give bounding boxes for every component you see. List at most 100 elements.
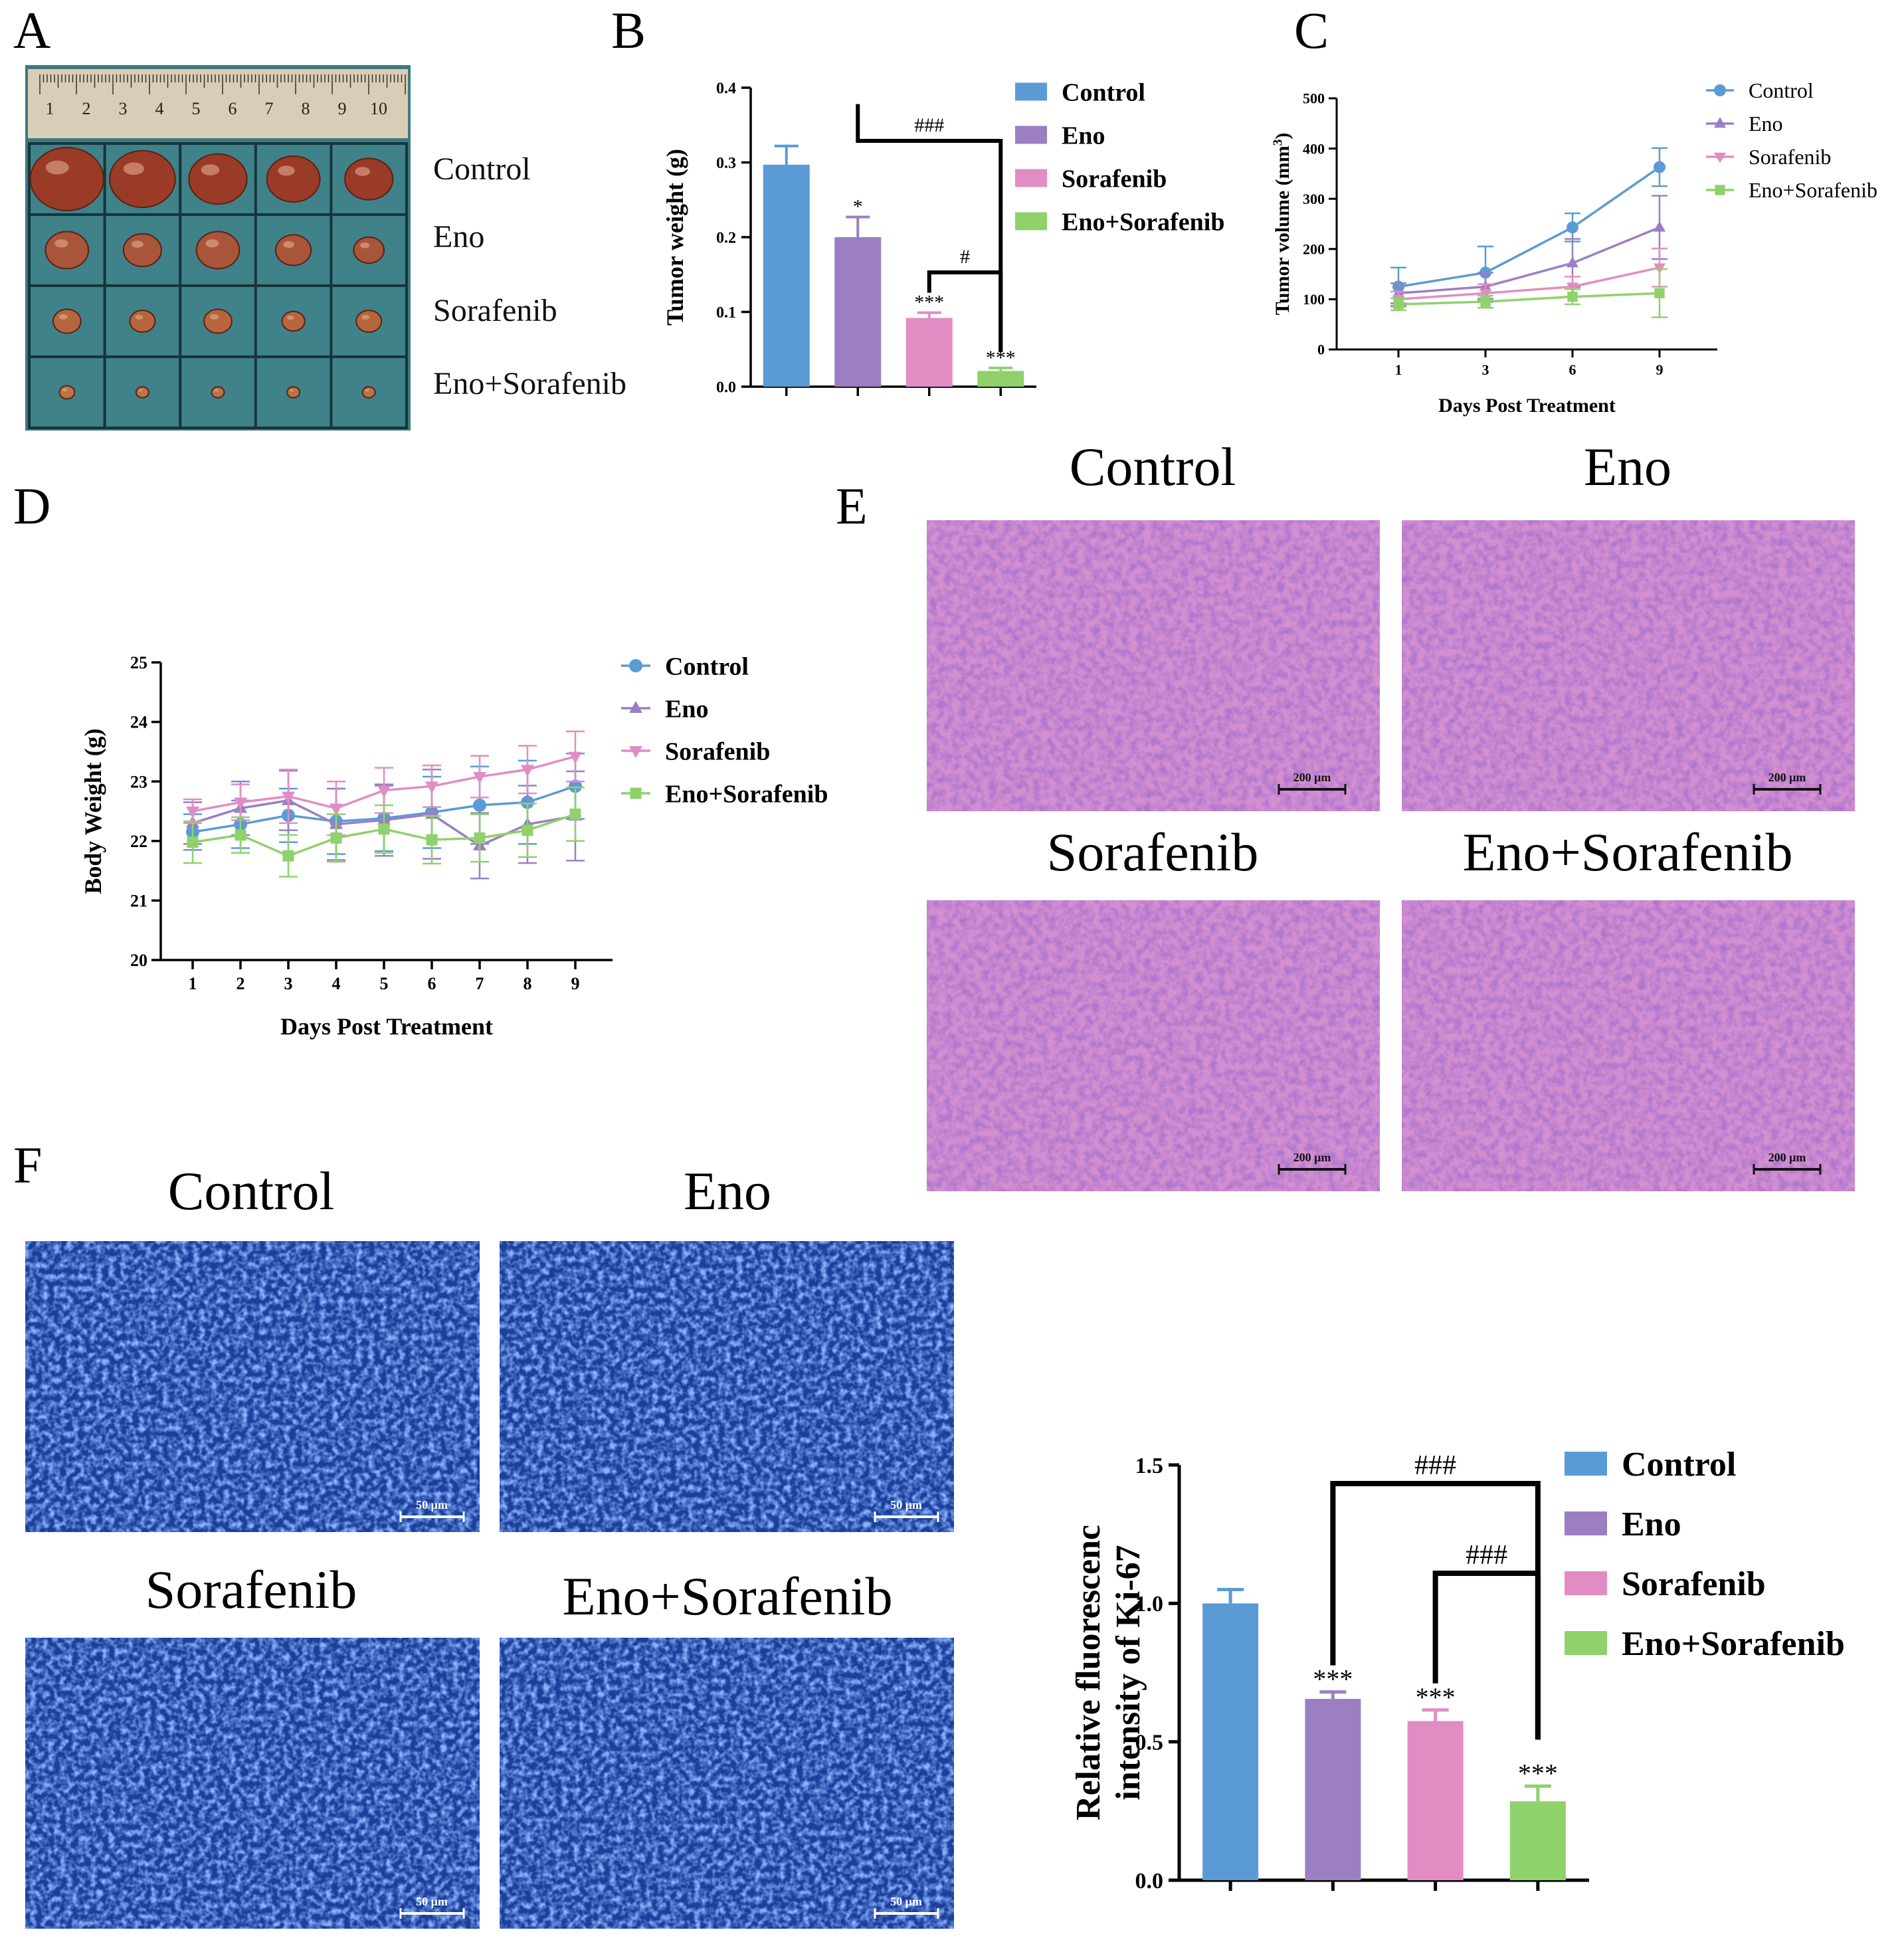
- x-tick-label: 2: [237, 974, 245, 993]
- y-tick-label: 400: [1303, 140, 1325, 157]
- x-tick-label: 6: [428, 974, 436, 993]
- panel-letter-c: C: [1294, 1, 1329, 59]
- y-tick-label: 20: [130, 951, 147, 970]
- tumor-sample: [275, 234, 312, 266]
- data-point: [473, 772, 486, 785]
- bar-sorafenib: [1407, 1721, 1464, 1880]
- chart-b-tumor-weight: 0.00.10.20.30.4*******####Tumor weight (…: [662, 78, 1224, 396]
- scale-bar-label: 50 μm: [890, 1895, 922, 1908]
- ruler-numbers: 1 2 3 4 5 6 7 8 9 10: [46, 99, 388, 118]
- ruler-number: 6: [229, 99, 237, 118]
- scale-bar-label: 50 μm: [890, 1498, 922, 1511]
- significance-eno-sorafenib: ***: [1518, 1758, 1558, 1788]
- legend-label-eno-sorafenib: Eno+Sorafenib: [1062, 208, 1224, 236]
- y-axis-label: Body Weight (g): [80, 728, 106, 894]
- x-tick-label: 1: [189, 974, 197, 993]
- data-point: [1393, 299, 1404, 310]
- row-label-control: Control: [433, 151, 531, 187]
- tumor-highlight: [286, 315, 294, 320]
- tumor-highlight: [58, 314, 68, 320]
- data-point: [1654, 161, 1666, 173]
- legend-label-sorafenib: Sorafenib: [1749, 145, 1831, 169]
- ruler-number: 10: [370, 99, 387, 118]
- y-tick-label: 500: [1303, 90, 1325, 107]
- legend-marker-eno: [1714, 117, 1726, 128]
- data-point: [282, 850, 294, 862]
- row-label-eno-sorafenib: Eno+Sorafenib: [433, 366, 626, 401]
- tumor-sample: [266, 155, 321, 203]
- bar-eno-sorafenib: [977, 371, 1024, 387]
- bar-control: [1202, 1603, 1259, 1880]
- legend-swatch-eno: [1015, 126, 1047, 144]
- bar-eno: [834, 237, 882, 387]
- data-point: [522, 825, 533, 836]
- legend-marker-eno: [629, 701, 642, 713]
- tumor-highlight: [201, 164, 220, 175]
- tumor-sample: [195, 231, 240, 270]
- y-tick-label: 22: [130, 832, 147, 851]
- tumor-highlight: [214, 389, 219, 392]
- legend-label-sorafenib: Sorafenib: [1622, 1565, 1766, 1603]
- y-tick-label: 0.3: [716, 155, 736, 172]
- panel-letter-f: F: [13, 1136, 42, 1194]
- tumor-highlight: [278, 165, 295, 176]
- legend-marker-eno-sorafenib: [1715, 185, 1725, 195]
- legend-swatch-control: [1565, 1452, 1607, 1476]
- y-tick-label: 0.0: [716, 379, 736, 396]
- y-axis-label: Relative fluorescencintensity of Ki-67: [1070, 1525, 1147, 1820]
- y-axis-label-text: Tumor volume (mm: [1272, 146, 1293, 315]
- ruler-number: 5: [192, 99, 201, 118]
- if-image-texture: [25, 1638, 480, 1929]
- tumor-sample: [52, 308, 82, 334]
- legend-swatch-sorafenib: [1015, 169, 1047, 187]
- comparison-label: ###: [1414, 1450, 1456, 1481]
- chart-f-ki67-intensity: 0.0 0.5 1.0 1.5 *** *** *** ### ### Relative fluo…: [1070, 1446, 1845, 1893]
- tumor-sample: [122, 233, 162, 268]
- legend-label-eno-sorafenib: Eno+Sorafenib: [1622, 1625, 1845, 1663]
- he-image-texture: [1402, 520, 1855, 811]
- scale-bar-label: 50 μm: [416, 1895, 448, 1908]
- data-point: [425, 781, 438, 794]
- tumor-sample: [355, 310, 383, 333]
- legend-marker-sorafenib: [1714, 152, 1726, 163]
- tumor-sample: [281, 310, 306, 332]
- y-tick-label: 24: [130, 713, 147, 732]
- bar-eno-sorafenib: [1509, 1801, 1566, 1880]
- if-image-texture: [500, 1638, 954, 1929]
- legend-label-eno-sorafenib: Eno+Sorafenib: [665, 780, 828, 808]
- data-point: [1567, 256, 1578, 268]
- y-axis-label-text: ): [1272, 133, 1293, 140]
- series-control: [1390, 147, 1667, 307]
- ruler-ticks: [39, 74, 406, 94]
- tumor-sample: [129, 310, 156, 333]
- x-tick-label: 4: [332, 974, 341, 993]
- data-point: [1567, 221, 1578, 234]
- legend-marker-control: [1714, 84, 1726, 96]
- tumor-highlight: [283, 241, 294, 248]
- data-point: [330, 803, 343, 816]
- legend-label-eno-sorafenib: Eno+Sorafenib: [1749, 178, 1877, 202]
- ruler-number: 3: [119, 99, 128, 118]
- he-image-texture: [927, 900, 1380, 1191]
- bar-eno: [1305, 1699, 1361, 1880]
- he-image-texture: [1402, 900, 1855, 1191]
- data-point: [1654, 288, 1665, 298]
- data-point: [474, 832, 486, 844]
- data-point: [473, 799, 486, 813]
- legend-marker-control: [629, 659, 642, 672]
- y-tick-label: 100: [1303, 291, 1325, 308]
- legend-label-eno: Eno: [1622, 1505, 1681, 1543]
- panel-e-he-staining: Control 200 μm Eno 200 μm Sorafenib 200 μm Eno…: [927, 437, 1855, 1191]
- ruler-number: 4: [155, 99, 164, 118]
- panel-letter-e: E: [836, 477, 868, 535]
- tumor-highlight: [360, 242, 370, 248]
- bar-control: [763, 164, 810, 387]
- legend-label-eno: Eno: [665, 695, 708, 723]
- tumor-samples: [29, 146, 394, 400]
- data-point: [186, 807, 199, 819]
- series-line: [1398, 266, 1660, 301]
- data-point: [234, 797, 247, 810]
- tumor-highlight: [131, 241, 143, 248]
- y-axis-label-line: Relative fluorescenc: [1070, 1525, 1107, 1820]
